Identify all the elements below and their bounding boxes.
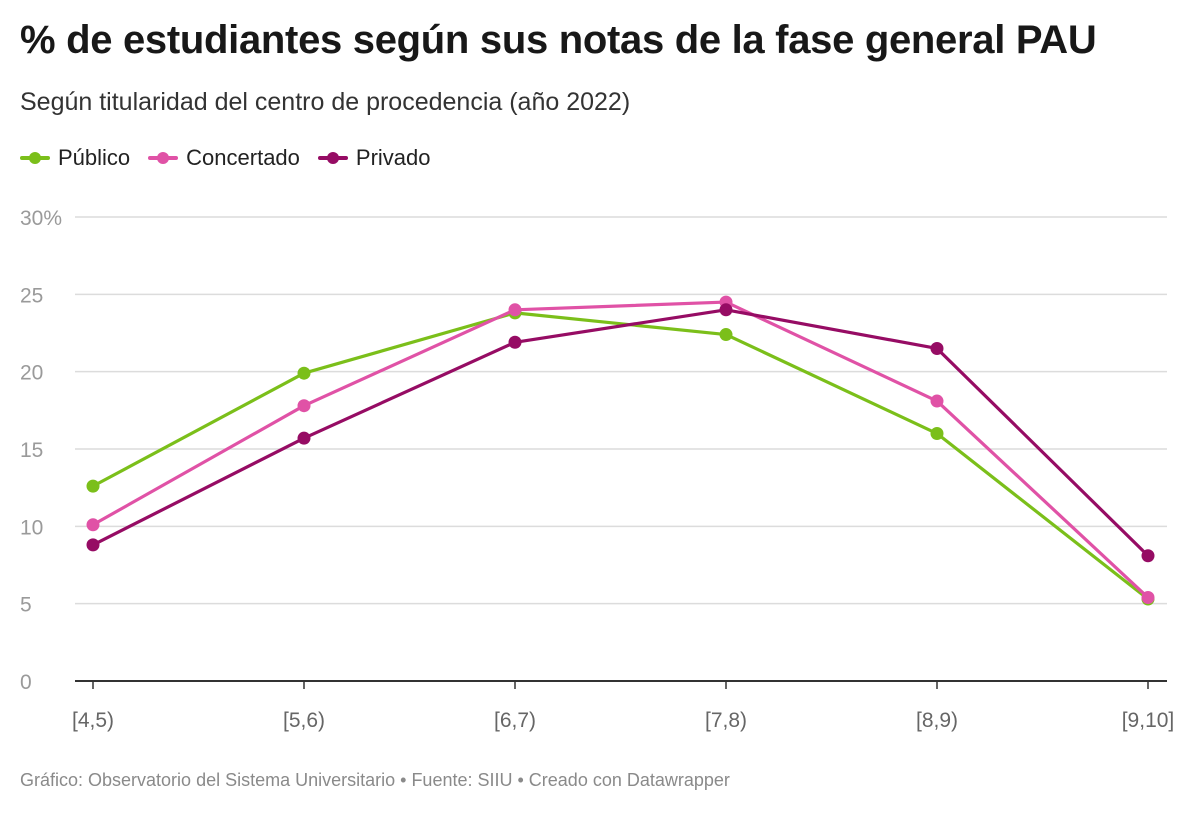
chart-title: % de estudiantes según sus notas de la f… xyxy=(20,18,1097,62)
series-line-privado xyxy=(91,308,1150,558)
line-chart: 0 5 10 15 20 25 30% [4,5) [5,6) [6,7) [7,8) [8,9) [9… xyxy=(20,207,1175,732)
data-point-concertado xyxy=(508,303,522,317)
data-point-privado xyxy=(930,341,944,355)
legend-swatch-publico xyxy=(20,152,50,164)
y-tick-label: 25 xyxy=(20,284,43,307)
series-line-publico xyxy=(91,311,1150,601)
series-line-concertado xyxy=(91,300,1150,600)
y-tick-label: 0 xyxy=(20,671,32,694)
y-tick-label: 20 xyxy=(20,362,43,385)
x-tick-label: [6,7) xyxy=(494,709,536,732)
y-tick-label: 30% xyxy=(20,207,62,230)
legend-item-privado: Privado xyxy=(317,145,431,171)
data-point-privado xyxy=(719,303,733,317)
chart-footer: Gráfico: Observatorio del Sistema Univer… xyxy=(20,770,730,790)
y-tick-label: 15 xyxy=(20,439,43,462)
legend: Público Concertado Privado xyxy=(20,145,431,171)
data-point-publico xyxy=(719,328,733,342)
data-point-privado xyxy=(86,538,100,552)
data-point-concertado xyxy=(1141,590,1155,604)
data-point-publico xyxy=(930,427,944,441)
chart-subtitle: Según titularidad del centro de proceden… xyxy=(20,88,631,116)
data-point-privado xyxy=(1141,549,1155,563)
y-tick-label: 10 xyxy=(20,516,43,539)
y-tick-label: 5 xyxy=(20,594,32,617)
x-tick-label: [5,6) xyxy=(283,709,325,732)
legend-label-publico: Público xyxy=(58,145,131,170)
data-point-privado xyxy=(508,335,522,349)
data-point-publico xyxy=(86,479,100,493)
legend-label-concertado: Concertado xyxy=(186,145,300,170)
legend-swatch-privado xyxy=(317,152,348,164)
data-point-publico xyxy=(297,366,311,380)
x-tick-label: [9,10] xyxy=(1122,709,1175,732)
x-tick-label: [8,9) xyxy=(916,709,958,732)
data-point-concertado xyxy=(297,399,311,413)
x-tick-label: [4,5) xyxy=(72,709,114,732)
data-point-privado xyxy=(297,431,311,445)
legend-item-concertado: Concertado xyxy=(148,145,300,171)
data-point-concertado xyxy=(930,394,944,408)
x-tick-label: [7,8) xyxy=(705,709,747,732)
legend-label-privado: Privado xyxy=(355,145,431,170)
data-point-concertado xyxy=(86,518,100,532)
legend-swatch-concertado xyxy=(148,152,179,164)
legend-item-publico: Público xyxy=(20,145,130,171)
